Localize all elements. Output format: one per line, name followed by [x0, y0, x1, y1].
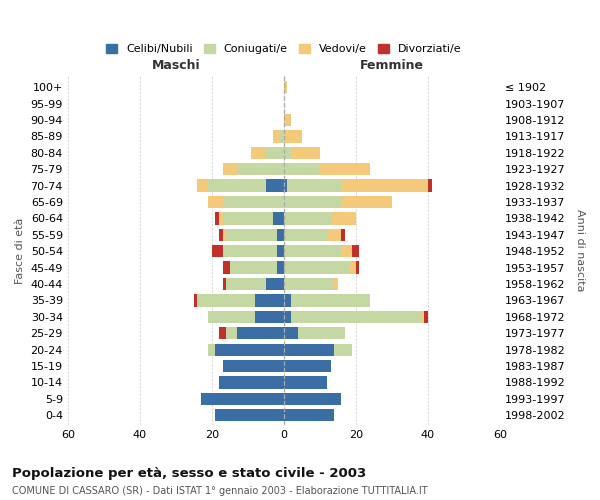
Bar: [284, 146, 291, 159]
Bar: [291, 146, 320, 159]
Bar: [277, 262, 284, 274]
Bar: [284, 310, 291, 323]
Bar: [284, 327, 298, 340]
Bar: [223, 278, 226, 290]
Bar: [219, 327, 226, 340]
Bar: [280, 130, 284, 142]
Bar: [298, 327, 345, 340]
Bar: [284, 245, 341, 258]
Bar: [208, 310, 255, 323]
Bar: [349, 262, 356, 274]
Bar: [334, 278, 338, 290]
Bar: [230, 262, 277, 274]
Bar: [215, 344, 284, 356]
Bar: [341, 180, 428, 192]
Bar: [284, 409, 334, 422]
Bar: [266, 180, 284, 192]
Bar: [284, 81, 287, 94]
Bar: [341, 245, 352, 258]
Bar: [226, 327, 237, 340]
Bar: [291, 310, 421, 323]
Bar: [201, 392, 284, 405]
Bar: [255, 294, 284, 306]
Bar: [424, 310, 428, 323]
Bar: [428, 180, 431, 192]
Bar: [223, 360, 284, 372]
Bar: [223, 228, 226, 241]
Bar: [291, 294, 370, 306]
Bar: [284, 228, 327, 241]
Y-axis label: Fasce di età: Fasce di età: [15, 217, 25, 284]
Bar: [223, 262, 230, 274]
Bar: [208, 344, 215, 356]
Bar: [208, 180, 266, 192]
Text: Femmine: Femmine: [360, 58, 424, 71]
Bar: [226, 278, 266, 290]
Bar: [251, 146, 266, 159]
Bar: [237, 163, 284, 175]
Bar: [284, 114, 291, 126]
Bar: [277, 228, 284, 241]
Bar: [219, 228, 223, 241]
Bar: [223, 196, 284, 208]
Bar: [208, 196, 223, 208]
Bar: [197, 180, 208, 192]
Bar: [284, 180, 287, 192]
Bar: [212, 245, 223, 258]
Text: Maschi: Maschi: [152, 58, 200, 71]
Bar: [284, 262, 349, 274]
Bar: [284, 344, 334, 356]
Bar: [284, 376, 327, 388]
Y-axis label: Anni di nascita: Anni di nascita: [575, 209, 585, 292]
Bar: [284, 278, 334, 290]
Bar: [223, 163, 237, 175]
Bar: [356, 262, 359, 274]
Bar: [334, 344, 352, 356]
Bar: [273, 212, 284, 224]
Bar: [331, 212, 356, 224]
Bar: [266, 146, 284, 159]
Bar: [341, 228, 345, 241]
Bar: [284, 196, 341, 208]
Bar: [352, 245, 359, 258]
Bar: [255, 310, 284, 323]
Bar: [287, 180, 341, 192]
Text: Popolazione per età, sesso e stato civile - 2003: Popolazione per età, sesso e stato civil…: [12, 468, 366, 480]
Bar: [226, 228, 277, 241]
Bar: [341, 196, 392, 208]
Bar: [284, 163, 320, 175]
Text: COMUNE DI CASSARO (SR) - Dati ISTAT 1° gennaio 2003 - Elaborazione TUTTITALIA.IT: COMUNE DI CASSARO (SR) - Dati ISTAT 1° g…: [12, 486, 428, 496]
Bar: [284, 130, 302, 142]
Bar: [223, 212, 273, 224]
Bar: [320, 163, 370, 175]
Bar: [421, 310, 424, 323]
Bar: [284, 392, 341, 405]
Bar: [215, 212, 219, 224]
Bar: [284, 212, 331, 224]
Bar: [194, 294, 197, 306]
Bar: [266, 278, 284, 290]
Bar: [277, 245, 284, 258]
Bar: [219, 212, 223, 224]
Bar: [223, 245, 277, 258]
Bar: [273, 130, 280, 142]
Bar: [215, 409, 284, 422]
Bar: [284, 294, 291, 306]
Bar: [197, 294, 255, 306]
Bar: [237, 327, 284, 340]
Legend: Celibi/Nubili, Coniugati/e, Vedovi/e, Divorziati/e: Celibi/Nubili, Coniugati/e, Vedovi/e, Di…: [101, 40, 466, 58]
Bar: [219, 376, 284, 388]
Bar: [327, 228, 341, 241]
Bar: [284, 360, 331, 372]
